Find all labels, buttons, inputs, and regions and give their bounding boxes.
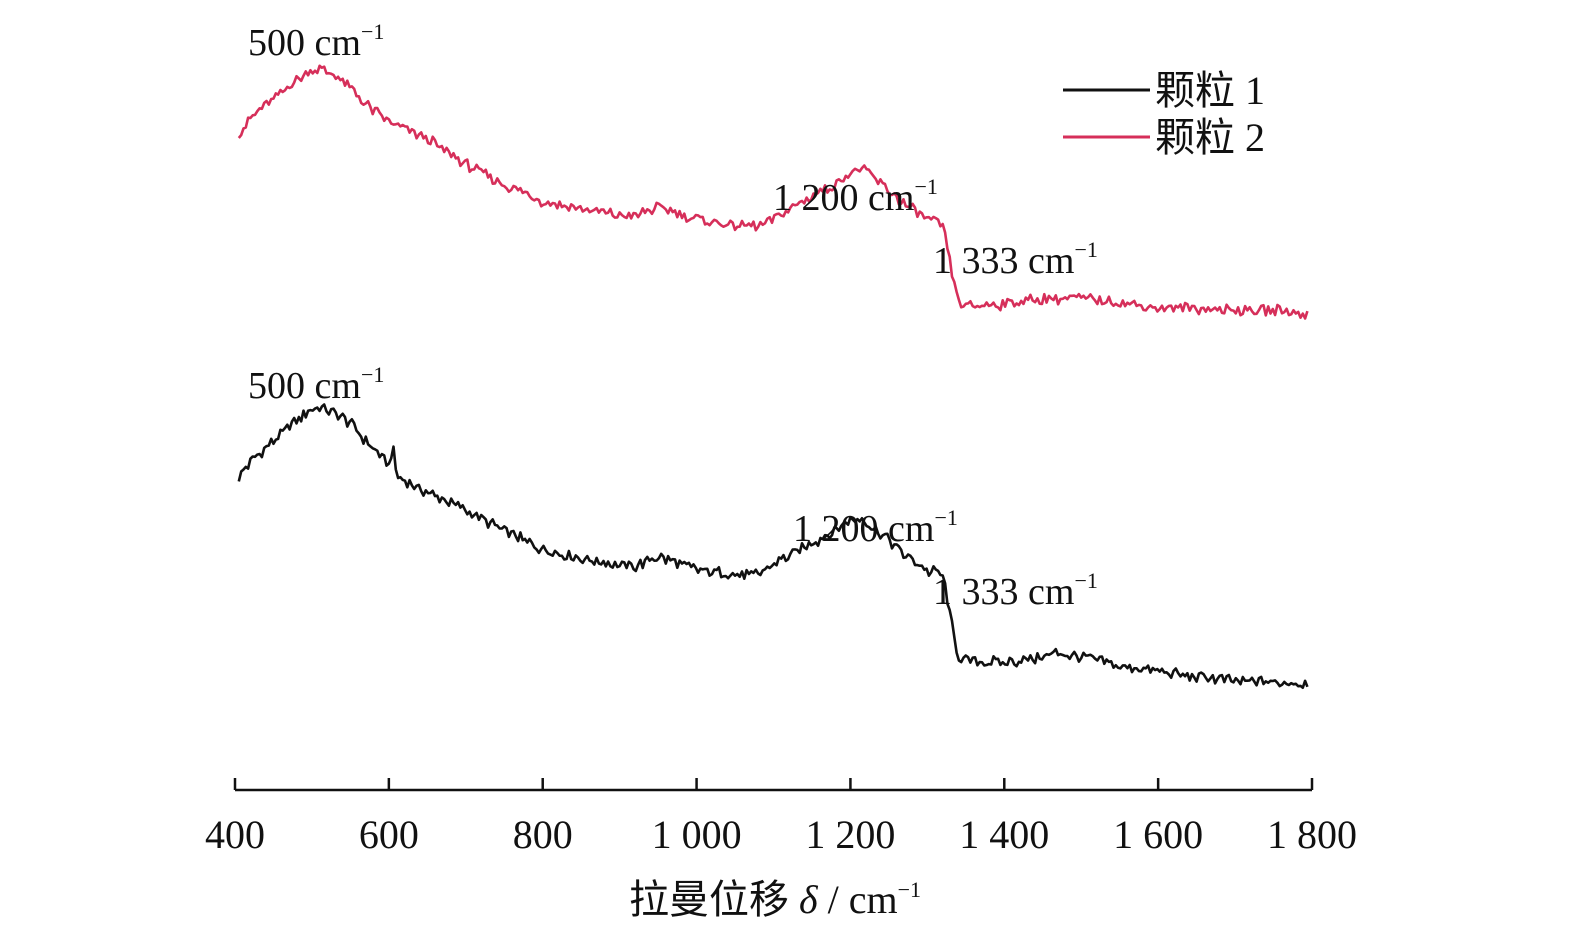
x-tick-label: 800	[513, 812, 573, 857]
x-axis-title-symbol: δ	[799, 877, 819, 922]
legend-label-2: 颗粒 2	[1155, 115, 1265, 160]
x-tick-label: 1 000	[652, 812, 742, 857]
peak-annotation-sup: −1	[1074, 237, 1097, 262]
peak-annotation: 1 200 cm−1	[793, 505, 958, 550]
peak-annotation-sup: −1	[934, 505, 957, 530]
peak-annotation-value: 500 cm	[248, 365, 361, 407]
peak-annotation-sup: −1	[914, 174, 937, 199]
peak-annotation-value: 500 cm	[248, 22, 361, 64]
peak-annotation: 1 333 cm−1	[933, 237, 1098, 282]
peak-annotation-sup: −1	[1074, 568, 1097, 593]
x-axis-title-gap	[789, 877, 799, 922]
x-axis-title-unit: / cm	[818, 877, 898, 922]
x-axis-title-main: 拉曼位移	[629, 877, 789, 922]
x-tick-label: 1 400	[959, 812, 1049, 857]
x-axis-title-unit-sup: −1	[898, 877, 921, 902]
legend: 颗粒 1颗粒 2	[1063, 68, 1265, 160]
peak-annotation-sup: −1	[361, 362, 384, 387]
x-tick-label: 1 600	[1113, 812, 1203, 857]
peak-annotation-value: 1 333 cm	[933, 240, 1074, 282]
peak-annotation-value: 1 200 cm	[773, 177, 914, 219]
x-tick-label: 1 200	[805, 812, 895, 857]
series-group	[237, 64, 1309, 689]
peak-annotation-value: 1 333 cm	[933, 571, 1074, 613]
legend-label-1: 颗粒 1	[1155, 68, 1265, 113]
x-axis-title: 拉曼位移 δ / cm−1	[629, 877, 921, 922]
peak-annotation: 500 cm−1	[248, 362, 384, 407]
peak-annotation-value: 1 200 cm	[793, 508, 934, 550]
x-tick-label: 600	[359, 812, 419, 857]
peak-annotation: 1 200 cm−1	[773, 174, 938, 219]
series-line-1	[237, 403, 1309, 689]
peak-annotation: 1 333 cm−1	[933, 568, 1098, 613]
series-line-2	[237, 64, 1309, 320]
peak-annotation-sup: −1	[361, 19, 384, 44]
x-ticks: 400 600 800 1 000 1 200 1 400 1 600 1 800	[205, 778, 1357, 857]
x-tick-label: 1 800	[1267, 812, 1357, 857]
peak-annotation: 500 cm−1	[248, 19, 384, 64]
x-tick-label: 400	[205, 812, 265, 857]
